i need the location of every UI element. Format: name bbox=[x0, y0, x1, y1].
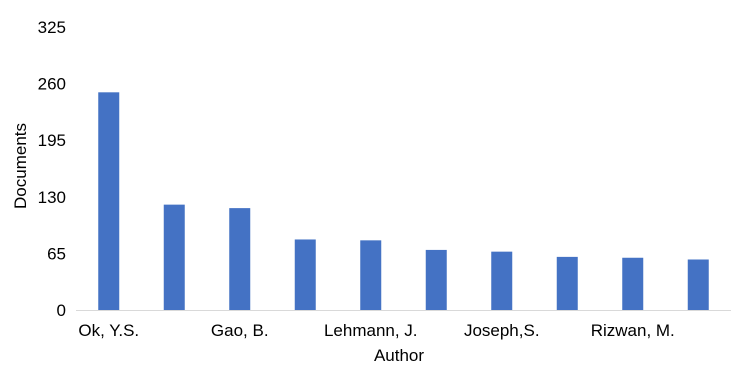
bar bbox=[491, 251, 513, 310]
y-tick-label: 0 bbox=[57, 301, 66, 320]
x-tick-label: Ok, Y.S. bbox=[78, 321, 139, 340]
x-tick-label: Lehmann, J. bbox=[324, 321, 418, 340]
x-axis-ticks: Ok, Y.S. Gao, B. Lehmann, J. Joseph,S. Rizwa… bbox=[78, 321, 674, 340]
bar bbox=[294, 239, 316, 310]
y-tick-label: 260 bbox=[38, 75, 66, 94]
y-tick-label: 325 bbox=[38, 18, 66, 37]
y-axis-ticks: 0 65 130 195 260 325 bbox=[38, 18, 66, 320]
bar bbox=[556, 256, 578, 310]
bar bbox=[622, 257, 644, 310]
x-tick-label: Rizwan, M. bbox=[591, 321, 675, 340]
bar bbox=[229, 208, 251, 310]
bar bbox=[425, 249, 447, 310]
bar bbox=[687, 259, 709, 310]
y-axis-label: Documents bbox=[11, 123, 30, 209]
bar bbox=[98, 92, 120, 310]
y-tick-label: 195 bbox=[38, 131, 66, 150]
y-tick-label: 130 bbox=[38, 188, 66, 207]
bar bbox=[360, 240, 382, 310]
x-axis-label: Author bbox=[374, 346, 424, 365]
bar bbox=[163, 204, 185, 310]
x-tick-label: Joseph,S. bbox=[464, 321, 540, 340]
bar-series bbox=[98, 92, 709, 310]
y-tick-label: 65 bbox=[47, 244, 66, 263]
x-tick-label: Gao, B. bbox=[211, 321, 269, 340]
